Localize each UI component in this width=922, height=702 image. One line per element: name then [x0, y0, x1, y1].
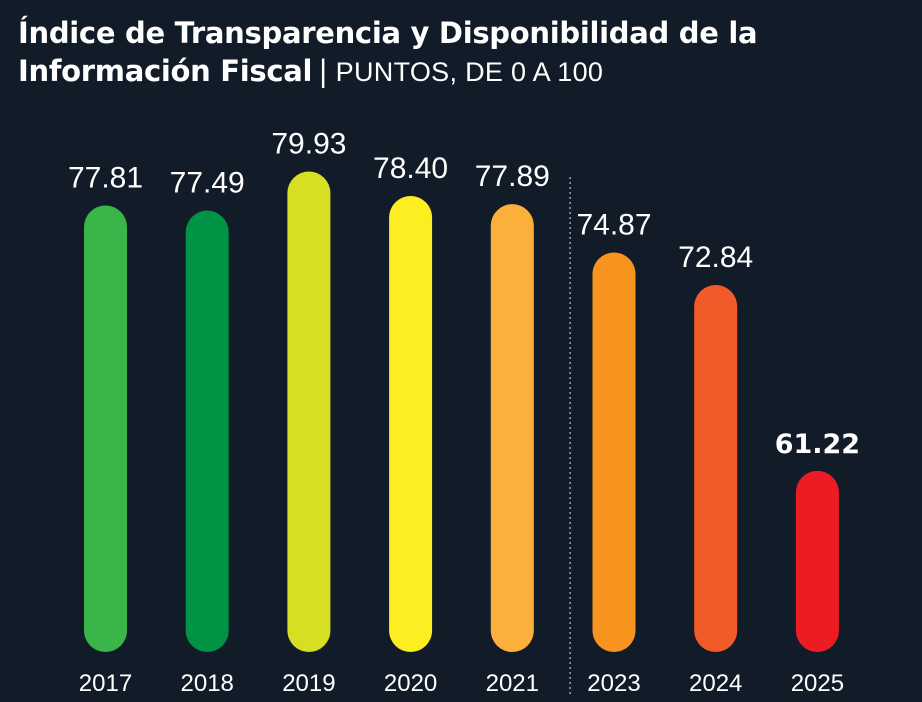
data-label-2024: 72.84 — [678, 241, 753, 274]
data-label-2023: 74.87 — [576, 208, 651, 241]
data-label-2020: 78.40 — [373, 152, 448, 185]
data-label-2021: 77.89 — [475, 160, 550, 193]
bar-2018 — [185, 210, 229, 652]
x-tick-label-2025: 2025 — [791, 670, 844, 697]
bar-2024 — [694, 284, 738, 652]
data-label-2019: 79.93 — [271, 128, 346, 161]
x-tick-label-2017: 2017 — [79, 670, 132, 697]
bar-2021 — [490, 204, 534, 652]
chart-title: Índice de Transparencia y Disponibilidad… — [18, 14, 758, 91]
chart-subtitle: PUNTOS, DE 0 A 100 — [335, 57, 604, 87]
bar-2019 — [287, 171, 331, 652]
x-tick-label-2023: 2023 — [587, 670, 640, 697]
x-tick-label-2020: 2020 — [384, 670, 437, 697]
bar-2020 — [389, 196, 433, 652]
title-line2: Información Fiscal — [18, 54, 313, 88]
title-line1: Índice de Transparencia y Disponibilidad… — [18, 16, 758, 50]
data-label-2025: 61.22 — [775, 429, 860, 460]
data-label-2017: 77.81 — [68, 161, 143, 194]
bar-2025 — [795, 470, 839, 652]
title-separator: | — [318, 54, 328, 88]
x-tick-label-2021: 2021 — [486, 670, 539, 697]
x-tick-label-2018: 2018 — [181, 670, 234, 697]
bar-2023 — [592, 252, 636, 653]
x-tick-label-2024: 2024 — [689, 670, 742, 697]
bar-2017 — [84, 205, 127, 652]
x-tick-label-2019: 2019 — [282, 670, 335, 697]
data-label-2018: 77.49 — [170, 167, 245, 200]
